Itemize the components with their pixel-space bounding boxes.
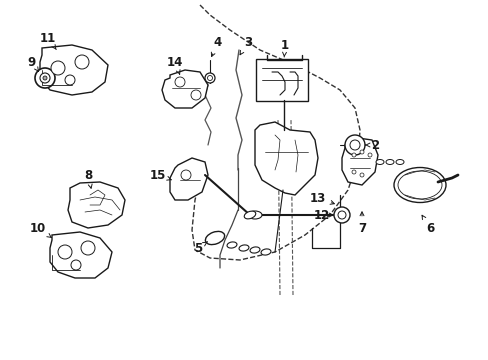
Circle shape bbox=[351, 153, 355, 157]
Ellipse shape bbox=[397, 171, 441, 199]
Circle shape bbox=[337, 211, 346, 219]
Ellipse shape bbox=[226, 242, 237, 248]
Circle shape bbox=[58, 245, 72, 259]
Ellipse shape bbox=[375, 159, 383, 165]
Circle shape bbox=[367, 153, 371, 157]
Circle shape bbox=[204, 73, 215, 83]
Circle shape bbox=[51, 61, 65, 75]
Polygon shape bbox=[341, 138, 377, 185]
Ellipse shape bbox=[239, 245, 248, 251]
Circle shape bbox=[191, 90, 201, 100]
Polygon shape bbox=[170, 158, 207, 200]
Text: 14: 14 bbox=[166, 55, 183, 74]
Polygon shape bbox=[50, 232, 112, 278]
Text: 10: 10 bbox=[30, 221, 51, 238]
Text: 7: 7 bbox=[357, 212, 366, 234]
Text: 13: 13 bbox=[309, 192, 334, 204]
Circle shape bbox=[181, 170, 191, 180]
Ellipse shape bbox=[385, 159, 393, 165]
Ellipse shape bbox=[205, 231, 224, 244]
Text: 12: 12 bbox=[313, 208, 332, 221]
Circle shape bbox=[71, 260, 81, 270]
Circle shape bbox=[345, 135, 364, 155]
Ellipse shape bbox=[395, 159, 403, 165]
Circle shape bbox=[175, 77, 184, 87]
FancyBboxPatch shape bbox=[256, 59, 307, 101]
Polygon shape bbox=[40, 45, 108, 95]
Polygon shape bbox=[254, 122, 317, 195]
Polygon shape bbox=[68, 182, 125, 228]
Circle shape bbox=[359, 150, 363, 154]
Circle shape bbox=[359, 173, 363, 177]
Ellipse shape bbox=[247, 211, 262, 219]
Ellipse shape bbox=[244, 211, 255, 219]
Text: 2: 2 bbox=[365, 139, 378, 152]
Ellipse shape bbox=[261, 249, 270, 255]
Circle shape bbox=[349, 140, 359, 150]
Text: 3: 3 bbox=[240, 36, 251, 55]
Circle shape bbox=[65, 75, 75, 85]
Circle shape bbox=[81, 241, 95, 255]
Text: 9: 9 bbox=[28, 55, 39, 71]
Circle shape bbox=[35, 68, 55, 88]
Text: 6: 6 bbox=[421, 215, 433, 234]
Ellipse shape bbox=[393, 167, 445, 202]
Circle shape bbox=[40, 73, 50, 83]
Circle shape bbox=[75, 55, 89, 69]
Text: 8: 8 bbox=[84, 168, 92, 188]
Text: 4: 4 bbox=[211, 36, 222, 57]
Circle shape bbox=[351, 170, 355, 174]
Circle shape bbox=[333, 207, 349, 223]
Text: 15: 15 bbox=[149, 168, 171, 181]
Polygon shape bbox=[162, 70, 207, 108]
Text: 11: 11 bbox=[40, 32, 56, 50]
Ellipse shape bbox=[249, 247, 260, 253]
Text: 5: 5 bbox=[193, 242, 207, 255]
Circle shape bbox=[207, 76, 212, 81]
Text: 1: 1 bbox=[281, 39, 288, 57]
Circle shape bbox=[43, 76, 47, 80]
